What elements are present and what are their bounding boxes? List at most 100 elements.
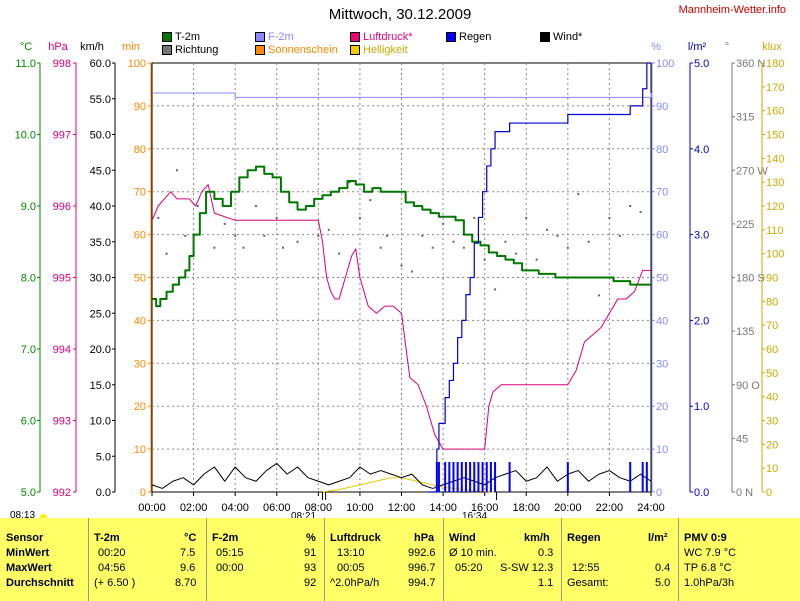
direction-point [338, 252, 341, 255]
direction-point [223, 222, 226, 225]
temperature-axis-tick-label: 9.0 [21, 201, 36, 213]
column-divider [206, 518, 207, 601]
temperature-line [152, 165, 651, 308]
sunshine-axis-tick-label: 20 [134, 401, 146, 413]
direction-point [410, 270, 413, 273]
direction-point [348, 181, 351, 184]
brightness-axis-tick-label: 180 [766, 58, 784, 70]
direction-point [473, 216, 476, 219]
sunshine-axis-tick-label: 50 [134, 273, 146, 285]
temperature-axis-tick-label: 7.0 [21, 344, 36, 356]
direction-point [598, 294, 601, 297]
direction-point [421, 234, 424, 237]
direction-point [535, 258, 538, 261]
brightness-axis-tick-label: 20 [766, 439, 778, 451]
legend-swatch [446, 32, 456, 42]
brightness-axis-tick-label: 130 [766, 177, 784, 189]
legend-label: Helligkeit [363, 44, 408, 56]
legend-label: T-2m [175, 31, 201, 43]
sunshine-axis-tick-label: 0 [140, 487, 146, 499]
brightness-axis-tick-label: 90 [766, 273, 778, 285]
direction-point [254, 205, 257, 207]
legend-swatch [162, 32, 172, 42]
row-label: MinWert [6, 547, 50, 559]
x-tick-label: 08:00 [305, 502, 333, 514]
direction-point [400, 264, 403, 267]
legend-item-sunshine: Sonnenschein [255, 44, 338, 56]
temperature-axis-unit: °C [20, 41, 32, 53]
direction-point [504, 240, 507, 243]
direction-point [157, 216, 160, 219]
x-tick-label: 02:00 [180, 502, 208, 514]
direction-point [184, 234, 187, 237]
pressure-axis-tick-label: 992 [53, 487, 71, 499]
legend-item-humidity: F-2m [255, 31, 294, 43]
header-pressure: Luftdruck [330, 532, 381, 544]
table-row: MinWert 00:20 7.5 05:15 91 13:10 992.6 Ø… [6, 547, 737, 559]
header-pressure-unit: hPa [414, 532, 435, 544]
direction-point [639, 210, 642, 213]
temperature-axis-tick-label: 5.0 [21, 487, 36, 499]
brightness-axis-tick-label: 0 [766, 487, 772, 499]
direction-axis-tick-label: 225 [736, 219, 754, 231]
site-link[interactable]: Mannheim-Wetter.info [678, 4, 786, 16]
wind-axis-tick-label: 10.0 [90, 416, 111, 428]
pressure-axis-tick-label: 993 [53, 416, 71, 428]
direction-point [556, 234, 559, 237]
sunshine-axis-tick-label: 60 [134, 230, 146, 242]
x-tick-label: 24:00 [637, 502, 665, 514]
solar-noon-time: 08:21 [291, 511, 317, 522]
sunshine-axis-tick-label: 30 [134, 358, 146, 370]
humidity-axis-tick-label: 10 [656, 444, 668, 456]
direction-point [281, 246, 284, 249]
direction-point [317, 234, 320, 237]
direction-point [327, 228, 330, 231]
column-divider [324, 518, 325, 601]
x-tick-label: 18:00 [512, 502, 540, 514]
wind-axis-tick-label: 40.0 [90, 201, 111, 213]
column-divider [561, 518, 562, 601]
brightness-axis-tick-label: 60 [766, 344, 778, 356]
sun-icon [40, 514, 47, 521]
brightness-axis-tick-label: 120 [766, 201, 784, 213]
wind-axis-tick-label: 30.0 [90, 273, 111, 285]
header-wind-unit: km/h [524, 532, 550, 544]
header-pmv: PMV 0:9 [684, 532, 727, 544]
direction-axis-unit: ° [725, 41, 729, 53]
brightness-axis-tick-label: 140 [766, 153, 784, 165]
legend-label: F-2m [268, 31, 294, 43]
brightness-axis-tick-label: 10 [766, 463, 778, 475]
direction-point [379, 246, 382, 249]
sunshine-axis-tick-label: 10 [134, 444, 146, 456]
humidity-axis-tick-label: 80 [656, 144, 668, 156]
direction-axis-tick-label: 135 [736, 326, 754, 338]
direction-point [234, 234, 237, 237]
x-tick-label: 04:00 [221, 502, 249, 514]
legend-swatch [540, 32, 550, 42]
rain-axis-tick-label: 3.0 [694, 230, 709, 242]
legend-swatch [255, 45, 265, 55]
pressure-axis-tick-label: 994 [53, 344, 71, 356]
wind-axis-tick-label: 45.0 [90, 165, 111, 177]
direction-point [452, 240, 455, 243]
direction-point [514, 252, 517, 255]
pressure-axis-tick-label: 995 [53, 273, 71, 285]
direction-point [462, 246, 465, 249]
direction-point [263, 234, 266, 237]
humidity-axis-unit: % [651, 41, 661, 53]
direction-point [369, 199, 372, 202]
wind-axis-tick-label: 60.0 [90, 58, 111, 70]
brightness-axis-tick-label: 70 [766, 320, 778, 332]
row-label: Durchschnitt [6, 577, 74, 589]
temperature-axis-tick-label: 8.0 [21, 273, 36, 285]
rain-axis-tick-label: 4.0 [694, 144, 709, 156]
header-temp: T-2m [94, 532, 120, 544]
sunshine-axis-tick-label: 100 [128, 58, 146, 70]
legend-label: Richtung [175, 44, 219, 56]
pressure-axis-tick-label: 996 [53, 201, 71, 213]
pressure-line [151, 184, 651, 450]
sunshine-axis-tick-label: 80 [134, 144, 146, 156]
legend-item-rain: Regen [446, 31, 491, 43]
x-tick-label: 22:00 [596, 502, 624, 514]
direction-point [175, 169, 178, 172]
